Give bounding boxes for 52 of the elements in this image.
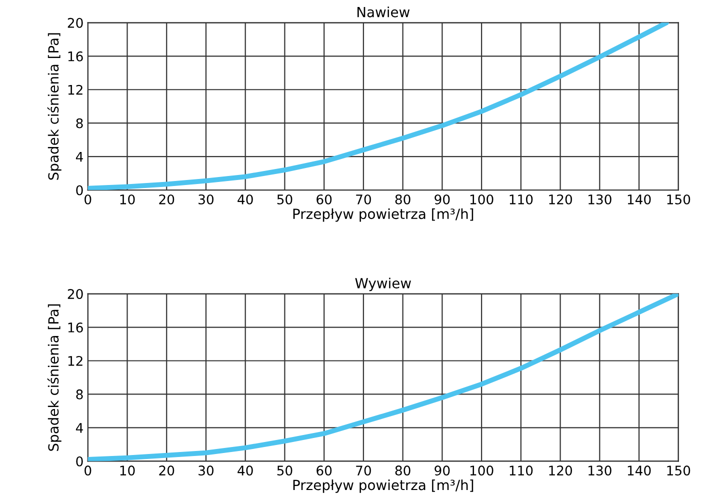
- x-tick-label: 120: [549, 466, 572, 476]
- x-axis-title: Przepływ powietrza [m³/h]: [293, 479, 474, 493]
- x-tick-label: 150: [667, 466, 690, 476]
- x-tick-label: 10: [120, 194, 135, 204]
- y-tick-label: 16: [68, 322, 83, 332]
- x-tick-label: 80: [395, 194, 410, 204]
- y-tick-label: 4: [76, 152, 83, 162]
- x-tick-label: 50: [277, 194, 292, 204]
- y-tick-label: 16: [68, 51, 83, 62]
- x-tick-label: 20: [159, 194, 174, 204]
- x-tick-label: 20: [159, 466, 174, 476]
- x-axis-title: Przepływ powietrza [m³/h]: [293, 208, 474, 222]
- x-tick-label: 90: [434, 466, 450, 476]
- x-tick-label: 130: [588, 466, 612, 476]
- x-tick-label: 140: [628, 466, 651, 476]
- y-tick-label: 20: [68, 289, 83, 299]
- x-tick-label: 50: [277, 466, 292, 476]
- y-tick-label: 8: [76, 118, 83, 128]
- line-series: [88, 22, 670, 190]
- y-tick-label: 0: [76, 456, 83, 466]
- y-tick-label: 4: [76, 423, 83, 433]
- x-tick-label: 80: [395, 466, 410, 476]
- x-tick-label: 90: [434, 194, 450, 204]
- x-tick-label: 10: [120, 466, 135, 476]
- y-tick-label: 20: [68, 18, 83, 28]
- x-tick-label: 30: [198, 466, 214, 476]
- x-tick-label: 60: [316, 194, 332, 204]
- x-tick-label: 140: [628, 194, 651, 204]
- x-tick-label: 110: [510, 466, 533, 476]
- x-tick-label: 60: [316, 466, 332, 476]
- y-tick-label: 12: [68, 356, 82, 366]
- x-tick-label: 40: [238, 194, 253, 204]
- y-tick-label: 0: [76, 185, 83, 196]
- y-axis-title: Spadek ciśnienia [Pa]: [47, 33, 62, 180]
- x-tick-label: 130: [588, 194, 612, 204]
- x-tick-label: 30: [198, 194, 214, 204]
- chart-title: Nawiew: [357, 6, 410, 18]
- line-series: [88, 294, 678, 462]
- x-tick-label: 100: [470, 466, 494, 476]
- x-tick-label: 0: [84, 194, 92, 204]
- x-tick-label: 100: [470, 194, 494, 204]
- y-axis-title: Spadek ciśnienia [Pa]: [47, 304, 62, 451]
- x-tick-label: 70: [356, 466, 371, 476]
- chart-title: Wywiew: [355, 278, 411, 292]
- x-tick-label: 70: [356, 194, 371, 204]
- x-tick-label: 150: [667, 194, 690, 204]
- x-tick-label: 110: [510, 194, 533, 204]
- y-tick-label: 12: [68, 84, 82, 95]
- x-tick-label: 120: [549, 194, 572, 204]
- y-tick-label: 8: [76, 389, 83, 400]
- x-tick-label: 0: [84, 466, 92, 476]
- x-tick-label: 40: [238, 466, 253, 476]
